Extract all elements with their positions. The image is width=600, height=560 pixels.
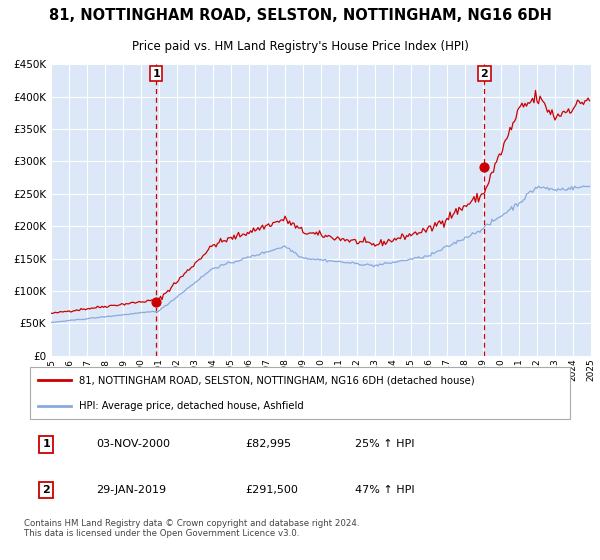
- Text: HPI: Average price, detached house, Ashfield: HPI: Average price, detached house, Ashf…: [79, 401, 304, 411]
- Text: 29-JAN-2019: 29-JAN-2019: [96, 485, 166, 495]
- Text: 2: 2: [42, 485, 50, 495]
- Text: 25% ↑ HPI: 25% ↑ HPI: [355, 440, 415, 450]
- Text: £291,500: £291,500: [245, 485, 298, 495]
- Text: £82,995: £82,995: [245, 440, 291, 450]
- FancyBboxPatch shape: [29, 367, 571, 419]
- Text: 1: 1: [152, 69, 160, 79]
- Text: 81, NOTTINGHAM ROAD, SELSTON, NOTTINGHAM, NG16 6DH (detached house): 81, NOTTINGHAM ROAD, SELSTON, NOTTINGHAM…: [79, 375, 475, 385]
- Text: 47% ↑ HPI: 47% ↑ HPI: [355, 485, 415, 495]
- Text: Contains HM Land Registry data © Crown copyright and database right 2024.
This d: Contains HM Land Registry data © Crown c…: [24, 519, 359, 538]
- Text: Price paid vs. HM Land Registry's House Price Index (HPI): Price paid vs. HM Land Registry's House …: [131, 40, 469, 53]
- Text: 03-NOV-2000: 03-NOV-2000: [96, 440, 170, 450]
- Point: [479, 162, 489, 171]
- Point: [151, 297, 161, 306]
- Text: 2: 2: [481, 69, 488, 79]
- Text: 81, NOTTINGHAM ROAD, SELSTON, NOTTINGHAM, NG16 6DH: 81, NOTTINGHAM ROAD, SELSTON, NOTTINGHAM…: [49, 8, 551, 22]
- Text: 1: 1: [42, 440, 50, 450]
